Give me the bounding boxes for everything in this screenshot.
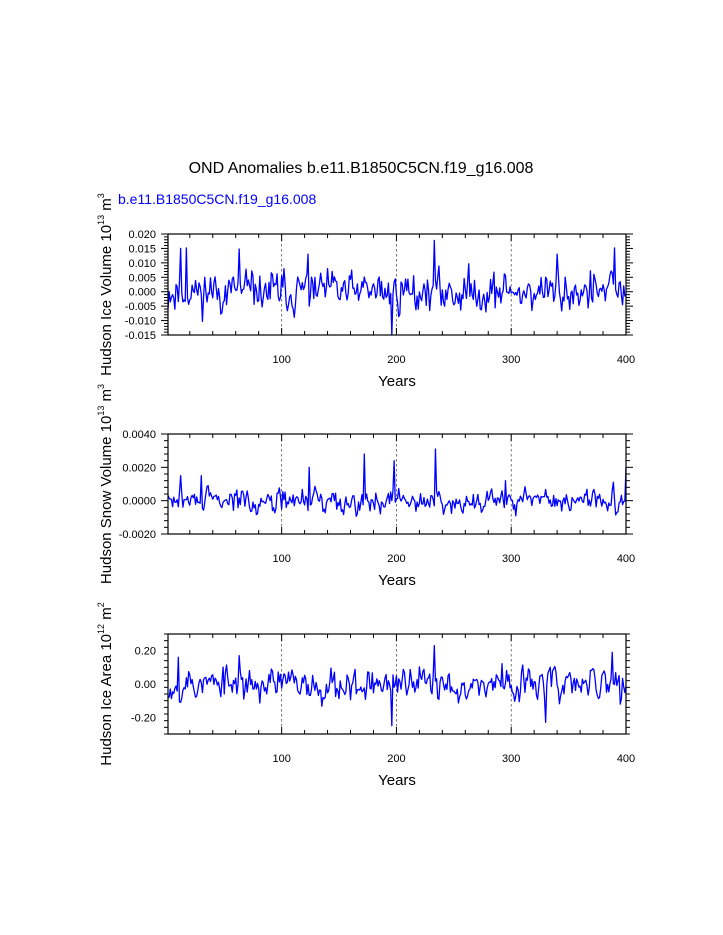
snow-volume-panel: 100 200 300 400 -0.0020 0.0000 0.0020 0.0040 Yea… [96, 384, 635, 589]
y-axis-label: Hudson Ice Area 1012 m2 [96, 602, 115, 765]
data-series-line [167, 448, 627, 517]
x-tick-label: 300 [502, 354, 520, 366]
x-tick-label: 200 [387, 354, 405, 366]
y-tick-label: -0.015 [125, 330, 156, 342]
x-tick-label: 300 [502, 753, 520, 765]
y-tick-label: 0.0040 [122, 429, 156, 441]
y-axis-label: Hudson Ice Volume 1013 m3 [96, 193, 115, 376]
x-tick-label: 200 [387, 553, 405, 565]
y-tick-label: 0.005 [128, 272, 156, 284]
y-tick-label: 0.20 [135, 646, 156, 658]
y-tick-label: 0.010 [128, 258, 156, 270]
x-tick-label: 200 [387, 753, 405, 765]
y-tick-label: 0.00 [135, 679, 156, 691]
x-tick-label: 100 [272, 354, 290, 366]
y-tick-label: -0.010 [125, 316, 156, 328]
plot-frame [167, 233, 627, 336]
y-tick-label: 0.0000 [122, 496, 156, 508]
y-tick-label: 0.015 [128, 243, 156, 255]
y-tick-label: 0.020 [128, 229, 156, 241]
x-tick-label: 100 [272, 553, 290, 565]
x-tick-label: 400 [617, 753, 635, 765]
data-series-line [167, 645, 627, 727]
x-tick-label: 300 [502, 553, 520, 565]
x-axis-label: Years [378, 772, 416, 789]
y-tick-label: 0.0020 [122, 462, 156, 474]
y-tick-label: -0.005 [125, 301, 156, 313]
x-tick-label: 400 [617, 354, 635, 366]
x-axis-label: Years [378, 572, 416, 589]
y-axis-label: Hudson Snow Volume 1013 m3 [96, 384, 115, 584]
y-tick-label: -0.0020 [119, 529, 156, 541]
series-legend-label: b.e11.B1850C5CN.f19_g16.008 [118, 191, 316, 207]
x-tick-label: 400 [617, 553, 635, 565]
data-series-line [167, 239, 627, 336]
x-axis-label: Years [378, 373, 416, 390]
plot-frame [167, 433, 627, 535]
figure-title: OND Anomalies b.e11.B1850C5CN.f19_g16.00… [189, 160, 534, 177]
ice-area-panel: 100 200 300 400 -0.20 0.00 0.20 Years Hudson Ice… [96, 602, 635, 789]
y-tick-label: 0.000 [128, 287, 156, 299]
y-tick-label: -0.20 [131, 712, 156, 724]
x-tick-label: 100 [272, 753, 290, 765]
plot-frame [167, 633, 627, 735]
ice-volume-panel: 100 200 300 400 -0.015 -0.010 -0.005 0.000 0.005… [96, 193, 635, 390]
